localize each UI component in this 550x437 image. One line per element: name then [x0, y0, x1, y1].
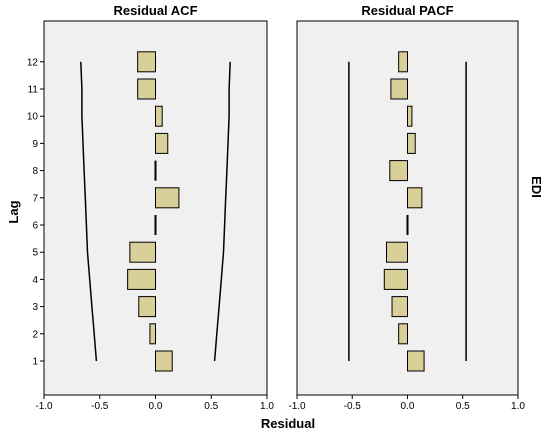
panel-title-strip	[297, 0, 518, 21]
x-tick-label: -1.0	[288, 401, 306, 412]
bar-lag-11	[390, 78, 408, 100]
y-tick-label: 10	[27, 112, 39, 123]
y-tick-label: 11	[28, 85, 39, 96]
y-tick-label: 9	[32, 139, 38, 150]
bar-lag-8	[389, 160, 409, 182]
y-tick-label: 6	[32, 221, 38, 232]
bar-lag-10	[407, 105, 413, 127]
y-axis-title: Lag	[6, 200, 21, 223]
panel-2: Residual PACF -1.0 -0.5 0.0 0.5 1.0	[288, 0, 525, 412]
y-tick-label: 12	[27, 57, 39, 68]
strip-label: EDI	[529, 176, 544, 198]
x-tick-label: 0.5	[456, 401, 470, 412]
lower-confidence-limit	[80, 61, 98, 362]
y-tick-label: 4	[32, 275, 38, 286]
bar-lag-12	[398, 51, 409, 73]
x-tick-label: 0.5	[204, 401, 218, 412]
bar-lag-5	[386, 241, 409, 263]
panel-title: Residual PACF	[361, 3, 453, 18]
bar-lag-2	[149, 323, 157, 345]
y-tick-label: 2	[32, 329, 38, 340]
bar-lag-1	[407, 350, 425, 372]
y-tick-label: 8	[32, 166, 38, 177]
bar-lag-4	[383, 268, 409, 290]
bar-lag-10	[155, 105, 163, 127]
x-tick-label: 1.0	[511, 401, 525, 412]
x-tick-label: 1.0	[260, 401, 274, 412]
panel-title: Residual ACF	[113, 3, 197, 18]
x-tick-label: -1.0	[35, 401, 53, 412]
bar-lag-2	[398, 323, 409, 345]
bar-lag-9	[407, 132, 416, 154]
y-tick-label: 1	[32, 357, 38, 368]
x-tick-label: 0.0	[401, 401, 415, 412]
bar-lag-7	[155, 187, 180, 209]
y-tick-label: 5	[32, 248, 38, 259]
bar-lag-9	[155, 132, 169, 154]
bar-lag-3	[391, 296, 408, 318]
y-tick-label: 3	[32, 302, 38, 313]
panels-layer: Residual ACF-1.0 -0.5 0.0 0.5 1.012345678910…	[27, 0, 525, 412]
bar-lag-3	[138, 296, 156, 318]
x-tick-label: -0.5	[91, 401, 109, 412]
x-tick-label: -0.5	[344, 401, 362, 412]
bar-lag-12	[137, 51, 157, 73]
bar-lag-5	[129, 241, 156, 263]
bar-lag-11	[137, 78, 157, 100]
bar-lag-1	[155, 350, 173, 372]
panel-1: Residual ACF-1.0 -0.5 0.0 0.5 1.012345678910…	[27, 0, 274, 412]
panel-title-strip	[44, 0, 267, 21]
x-tick-label: 0.0	[149, 401, 163, 412]
bar-lag-4	[127, 268, 156, 290]
upper-confidence-limit	[213, 61, 231, 362]
x-axis-title: Residual	[261, 416, 315, 431]
bar-lag-7	[407, 187, 423, 209]
y-tick-label: 7	[32, 193, 38, 204]
